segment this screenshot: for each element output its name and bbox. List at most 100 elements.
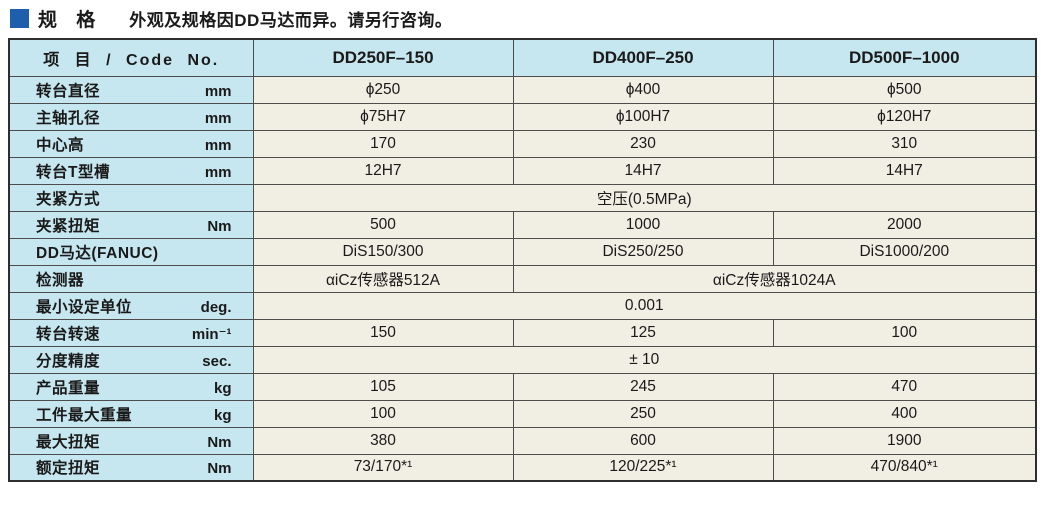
item-code-header: 项 目 / Code No. xyxy=(8,38,254,77)
table-row: 最小设定单位 deg. 0.001 xyxy=(8,291,1037,320)
table-row: 额定扭矩 Nm 73/170*¹ 120/225*¹ 470/840*¹ xyxy=(8,453,1037,482)
spec-label: 分度精度 xyxy=(36,352,101,370)
spec-value-cell: 245 xyxy=(512,372,774,401)
spec-label: 夹紧扭矩 xyxy=(36,217,101,235)
spec-value-cell: 170 xyxy=(252,129,514,158)
spec-value-cell: 14H7 xyxy=(512,156,774,185)
spec-label-cell: 最小设定单位 deg. xyxy=(8,291,254,320)
spec-unit: min⁻¹ xyxy=(191,325,232,343)
spec-value-cell: αiCz传感器1024A xyxy=(512,264,1037,293)
table-row: 主轴孔径 mm ϕ75H7 ϕ100H7 ϕ120H7 xyxy=(8,102,1037,131)
spec-label-wrap: 产品重量 kg xyxy=(10,376,253,398)
spec-label-cell: 转台直径 mm xyxy=(8,75,254,104)
spec-label: 转台转速 xyxy=(36,325,101,343)
spec-unit: mm xyxy=(204,136,232,154)
table-header-row: 项 目 / Code No. DD250F–150 DD400F–250 DD5… xyxy=(8,38,1037,77)
table-row: 检测器 αiCz传感器512A αiCz传感器1024A xyxy=(8,264,1037,293)
spec-table-body: 转台直径 mm ϕ250 ϕ400 ϕ500 主轴孔径 mm ϕ75H7 ϕ100H7 ϕ120H… xyxy=(8,75,1037,482)
spec-value-cell: 12H7 xyxy=(252,156,514,185)
spec-value-cell: 2000 xyxy=(772,210,1037,239)
spec-value-cell: 470/840*¹ xyxy=(772,453,1037,482)
spec-value-cell: 105 xyxy=(252,372,514,401)
spec-value-cell: 125 xyxy=(512,318,774,347)
spec-value-cell: 310 xyxy=(772,129,1037,158)
spec-value-cell: DiS1000/200 xyxy=(772,237,1037,266)
spec-label-wrap: 中心高 mm xyxy=(10,133,253,155)
spec-value-cell: 230 xyxy=(512,129,774,158)
spec-label-wrap: 转台转速 min⁻¹ xyxy=(10,322,253,344)
model-header-dd500f: DD500F–1000 xyxy=(772,38,1037,77)
spec-value-cell: ϕ75H7 xyxy=(252,102,514,131)
spec-label: 中心高 xyxy=(36,136,85,154)
spec-label: 工件最大重量 xyxy=(36,406,133,424)
spec-value-cell: ± 10 xyxy=(252,345,1037,374)
table-row: 夹紧扭矩 Nm 500 1000 2000 xyxy=(8,210,1037,239)
spec-label: 额定扭矩 xyxy=(36,460,101,478)
spec-unit: Nm xyxy=(207,433,232,451)
model-header-dd250f: DD250F–150 xyxy=(252,38,514,77)
spec-value-cell: DiS250/250 xyxy=(512,237,774,266)
spec-value-cell: ϕ100H7 xyxy=(512,102,774,131)
spec-label-wrap: 最大扭矩 Nm xyxy=(10,430,253,452)
spec-label-cell: 中心高 mm xyxy=(8,129,254,158)
spec-unit: sec. xyxy=(202,352,232,370)
spec-unit: mm xyxy=(204,82,232,100)
spec-value-cell: ϕ400 xyxy=(512,75,774,104)
table-row: 转台转速 min⁻¹ 150 125 100 xyxy=(8,318,1037,347)
table-row: 转台直径 mm ϕ250 ϕ400 ϕ500 xyxy=(8,75,1037,104)
spec-label: 最大扭矩 xyxy=(36,433,101,451)
model-header-dd400f: DD400F–250 xyxy=(512,38,774,77)
spec-value-cell: 1000 xyxy=(512,210,774,239)
spec-value-cell: 400 xyxy=(772,399,1037,428)
spec-unit: kg xyxy=(213,406,232,424)
spec-label-wrap: 转台T型槽 mm xyxy=(10,160,253,182)
spec-value-cell: ϕ250 xyxy=(252,75,514,104)
spec-unit: kg xyxy=(213,379,232,397)
spec-table: 项 目 / Code No. DD250F–150 DD400F–250 DD5… xyxy=(8,38,1037,482)
spec-value-cell: 600 xyxy=(512,426,774,455)
spec-value-cell: 0.001 xyxy=(252,291,1037,320)
spec-unit: Nm xyxy=(207,217,232,235)
spec-label: 最小设定单位 xyxy=(36,298,133,316)
spec-value-cell: 空压(0.5MPa) xyxy=(252,183,1037,212)
spec-value-cell: 500 xyxy=(252,210,514,239)
spec-label-cell: 转台T型槽 mm xyxy=(8,156,254,185)
spec-label-wrap: 最小设定单位 deg. xyxy=(10,295,253,317)
spec-value-cell: DiS150/300 xyxy=(252,237,514,266)
spec-label: DD马达(FANUC) xyxy=(36,244,159,262)
table-row: 分度精度 sec. ± 10 xyxy=(8,345,1037,374)
spec-label-wrap: 夹紧扭矩 Nm xyxy=(10,214,253,236)
table-row: 产品重量 kg 105 245 470 xyxy=(8,372,1037,401)
spec-label-cell: 工件最大重量 kg xyxy=(8,399,254,428)
spec-label-wrap: DD马达(FANUC) xyxy=(10,241,253,263)
spec-value-cell: 150 xyxy=(252,318,514,347)
spec-value-cell: 250 xyxy=(512,399,774,428)
spec-label-wrap: 转台直径 mm xyxy=(10,79,253,101)
spec-value-cell: 73/170*¹ xyxy=(252,453,514,482)
table-row: 夹紧方式 空压(0.5MPa) xyxy=(8,183,1037,212)
spec-label: 检测器 xyxy=(36,271,85,289)
spec-label-cell: 最大扭矩 Nm xyxy=(8,426,254,455)
spec-value-cell: 120/225*¹ xyxy=(512,453,774,482)
table-row: 最大扭矩 Nm 380 600 1900 xyxy=(8,426,1037,455)
spec-unit: Nm xyxy=(207,460,232,478)
spec-label: 产品重量 xyxy=(36,379,101,397)
spec-label: 夹紧方式 xyxy=(36,190,101,208)
spec-unit: mm xyxy=(204,109,232,127)
section-title: 规 格 xyxy=(38,9,98,31)
spec-label-wrap: 主轴孔径 mm xyxy=(10,106,253,128)
spec-label-wrap: 夹紧方式 xyxy=(10,187,253,209)
spec-label-wrap: 分度精度 sec. xyxy=(10,349,253,371)
spec-value-cell: ϕ500 xyxy=(772,75,1037,104)
spec-unit: deg. xyxy=(200,298,232,316)
spec-label-wrap: 额定扭矩 Nm xyxy=(10,456,253,478)
spec-value-cell: 470 xyxy=(772,372,1037,401)
spec-label-cell: 夹紧扭矩 Nm xyxy=(8,210,254,239)
spec-value-cell: αiCz传感器512A xyxy=(252,264,514,293)
spec-unit: mm xyxy=(204,163,232,181)
spec-value-cell: ϕ120H7 xyxy=(772,102,1037,131)
spec-value-cell: 1900 xyxy=(772,426,1037,455)
table-row: 中心高 mm 170 230 310 xyxy=(8,129,1037,158)
section-subtitle: 外观及规格因DD马达而异。请另行咨询。 xyxy=(129,10,453,30)
spec-label-cell: 转台转速 min⁻¹ xyxy=(8,318,254,347)
